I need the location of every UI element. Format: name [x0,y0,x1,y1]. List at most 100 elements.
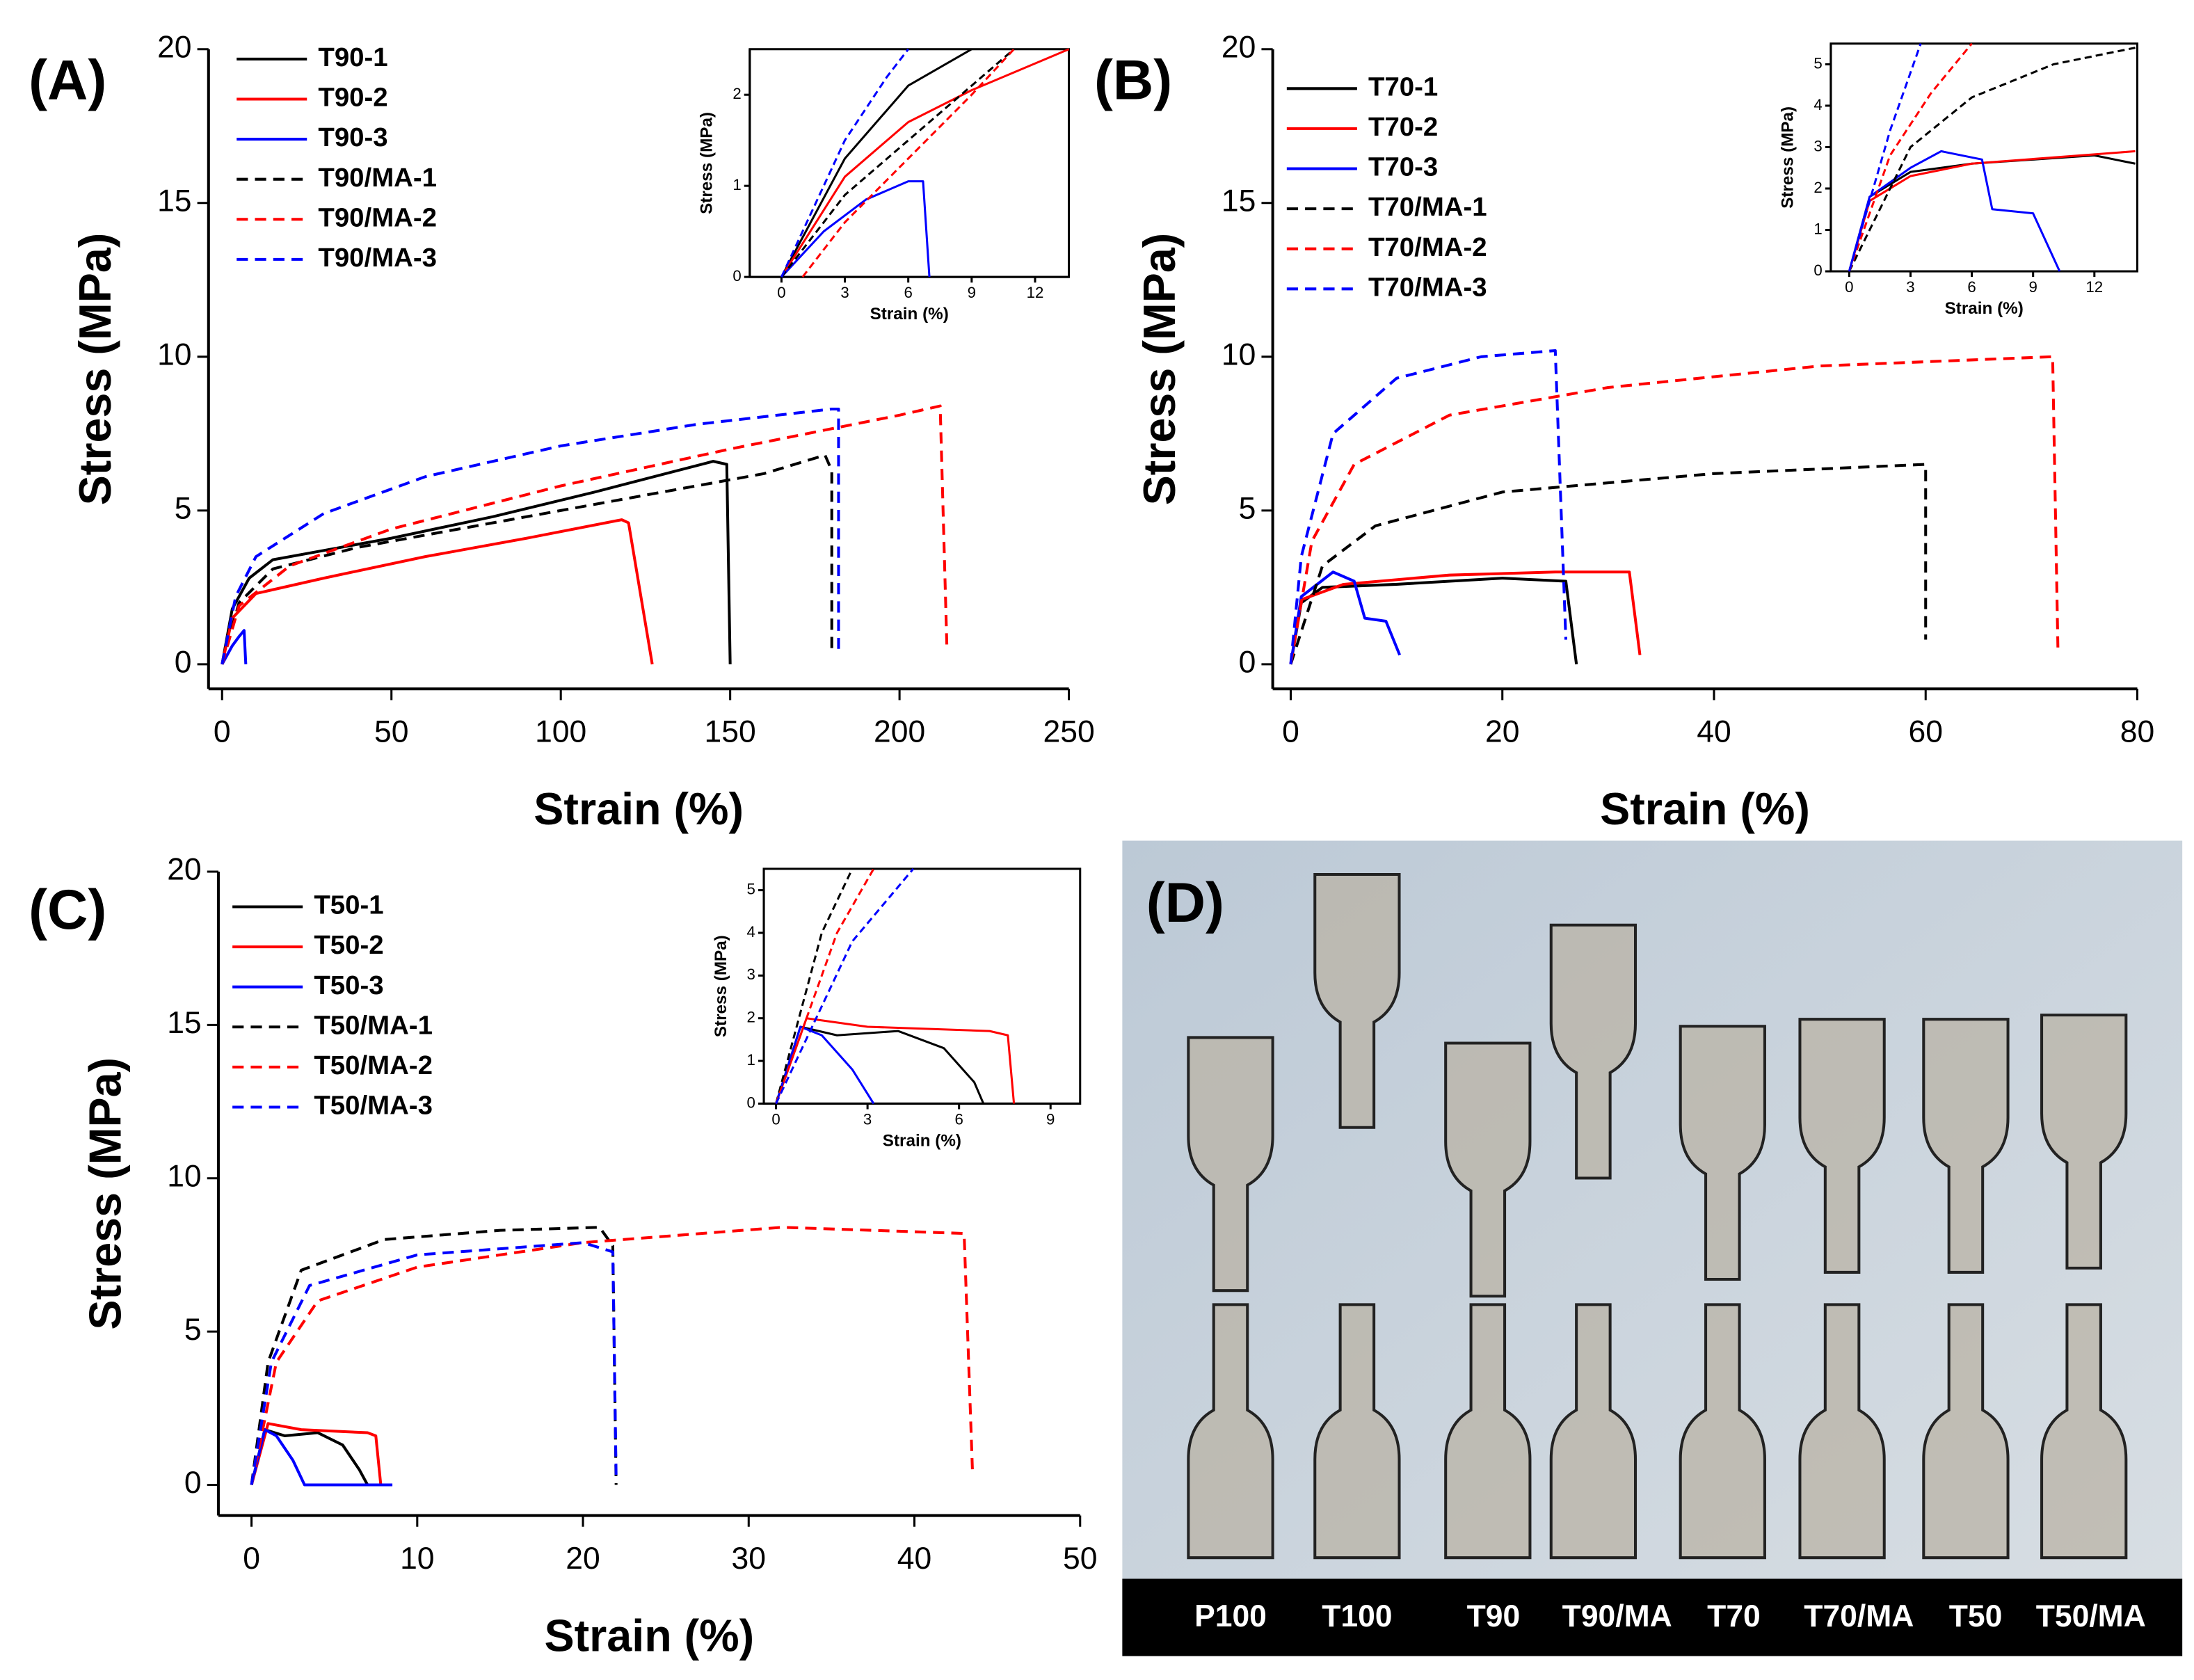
x-tick-label: 0 [1845,278,1853,296]
legend-label: T90-2 [318,83,387,113]
x-tick-label: 20 [1485,715,1519,749]
y-tick-label: 5 [1813,54,1822,72]
y-tick-label: 20 [1222,30,1256,64]
y-tick-label: 0 [184,1466,202,1500]
y-tick-label: 0 [175,646,192,680]
legend-label: T70-2 [1368,112,1438,142]
y-axis-label: Stress (MPa) [1779,106,1797,209]
data-line [250,1226,618,1485]
x-tick-label: 3 [1906,278,1914,296]
x-tick-label: 3 [863,1111,872,1128]
panel-label: (A) [29,49,106,112]
data-line [775,867,915,1105]
x-axis-label: Strain (%) [544,1610,754,1661]
data-line [780,180,931,278]
panel-label: (C) [29,879,106,941]
legend-label: T50-2 [314,930,383,960]
y-tick-label: 4 [747,923,755,941]
x-tick-label: 200 [874,715,925,749]
data-line [221,518,654,665]
x-tick-label: 0 [214,715,231,749]
legend-label: T90-1 [318,42,387,72]
y-tick-label: 15 [157,184,191,218]
legend-label: T50-1 [314,890,383,920]
x-tick-label: 50 [1063,1542,1097,1576]
x-tick-label: 12 [2085,278,2103,296]
x-tick-label: 9 [1046,1111,1055,1128]
data-line [1848,42,1973,272]
caption-bar [1122,1578,2183,1656]
data-line [1289,463,1928,665]
y-tick-label: 20 [157,30,191,64]
data-line [775,1025,875,1105]
inset-chart: 0 3 6 9 0 1 2 3 4 5 Strain (%) Stress (MPa) [712,867,1082,1150]
y-tick-label: 0 [1813,262,1822,279]
y-tick-label: 10 [167,1159,201,1193]
data-line [780,48,1070,278]
x-tick-label: 40 [897,1542,931,1576]
x-tick-label: 12 [1027,284,1044,301]
y-tick-label: 15 [1222,184,1256,218]
data-line [1289,577,1578,665]
caption: P100 [1194,1599,1267,1633]
x-tick-label: 9 [2029,278,2037,296]
y-tick-label: 5 [747,880,755,897]
caption: T50/MA [2036,1599,2146,1633]
data-line [1289,570,1642,665]
y-tick-label: 2 [1813,179,1822,196]
data-line [250,1428,369,1486]
y-tick-label: 5 [1239,492,1256,526]
x-tick-label: 250 [1043,715,1094,749]
legend-label: T50/MA-2 [314,1050,433,1080]
x-axis-label: Strain (%) [883,1131,961,1150]
data-line [250,1422,383,1486]
legend-label: T90/MA-3 [318,243,437,273]
legend-label: T70-1 [1368,72,1438,102]
legend-label: T50/MA-3 [314,1091,433,1121]
data-line [221,407,840,665]
data-line [780,48,1015,278]
caption: T70 [1707,1599,1761,1633]
y-tick-label: 4 [1813,96,1822,113]
x-tick-label: 10 [400,1542,434,1576]
y-tick-label: 0 [1239,646,1256,680]
x-tick-label: 6 [904,284,913,301]
data-line [250,1226,974,1485]
y-axis-label: Stress (MPa) [70,233,120,506]
x-axis-label: Strain (%) [1945,299,2024,318]
x-tick-label: 60 [1909,715,1943,749]
x-tick-label: 30 [732,1542,766,1576]
x-tick-label: 6 [954,1111,963,1128]
caption: T50 [1949,1599,2003,1633]
caption: T70/MA [1804,1599,1914,1633]
caption: T90/MA [1562,1599,1672,1633]
data-line [250,1428,393,1487]
legend-label: T90/MA-1 [318,163,437,193]
y-tick-label: 0 [747,1094,755,1111]
data-line [250,1241,618,1485]
x-tick-label: 0 [771,1111,780,1128]
x-tick-label: 0 [1282,715,1299,749]
x-axis-label: Strain (%) [534,783,744,834]
data-line [1289,355,2060,665]
data-line [1289,570,1402,665]
y-tick-label: 1 [747,1051,755,1069]
inset-frame [762,867,1082,1105]
x-tick-label: 100 [535,715,586,749]
y-tick-label: 3 [747,966,755,983]
x-tick-label: 6 [1967,278,1976,296]
y-tick-label: 2 [747,1009,755,1026]
y-axis-label: Stress (MPa) [79,1057,130,1330]
caption: T100 [1322,1599,1392,1633]
legend-label: T70-3 [1368,152,1438,182]
photo-background [1122,840,2183,1656]
y-tick-label: 2 [732,85,741,102]
inset-frame [1829,42,2138,273]
legend-label: T50/MA-1 [314,1010,433,1040]
y-axis-label: Stress (MPa) [698,112,716,214]
x-tick-label: 50 [374,715,408,749]
